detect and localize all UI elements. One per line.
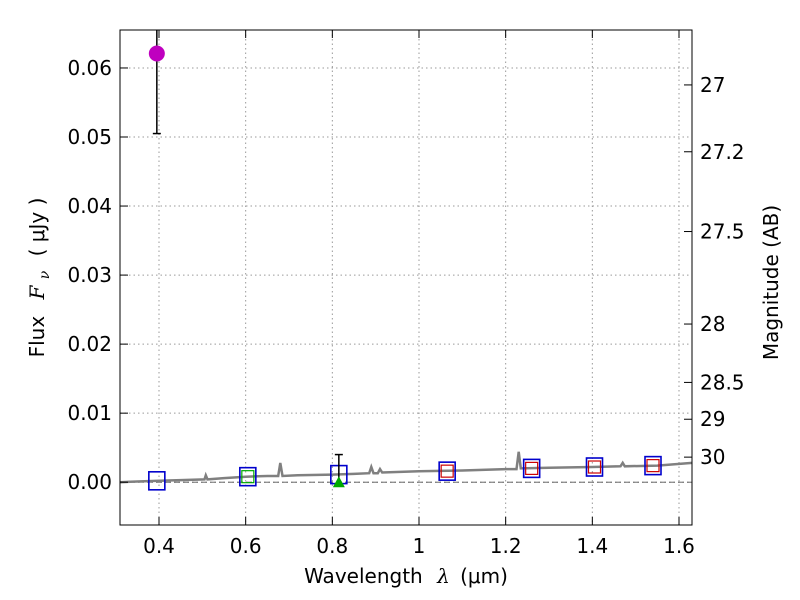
y-tick-label: 0.00 [67,470,112,494]
y-tick-label: 0.04 [67,194,112,218]
mag-tick-label: 28.5 [700,370,745,394]
x-tick-label: 1.6 [663,534,695,558]
model-photometry-square [522,458,541,479]
observed-band-square [241,470,255,484]
y-axis-label-subscript: ν [37,270,53,279]
upper-limit-triangle [332,476,345,488]
y-axis-label: Flux F ν ( μJy ) [25,198,54,358]
mag-tick-label: 30 [700,445,725,469]
y-axis-label-unit: ( μJy ) [25,198,49,257]
x-axis-label: Wavelength λ (μm) [304,564,508,588]
x-tick-label: 0.8 [316,534,348,558]
plot-frame [119,29,693,526]
mag-tick-label: 27.2 [700,140,745,164]
observed-band-square [646,459,660,473]
model-photometry-square [239,466,257,487]
y-tick-label: 0.02 [67,332,112,356]
observed-band-square [525,461,539,475]
observed-circle [148,45,165,62]
mag-tick-label: 27 [700,73,725,97]
model-spectrum-line [119,451,693,484]
x-axis-label-prefix: Wavelength [304,564,423,588]
mag-tick-label: 27.5 [700,220,745,244]
y-tick-label: 0.01 [67,401,112,425]
x-axis-label-unit: (μm) [460,564,508,588]
mag-tick-label: 29 [700,407,725,431]
y2-axis-label: Magnitude (AB) [759,205,783,360]
y-tick-label: 0.03 [67,263,112,287]
plot-area [119,30,693,491]
x-tick-label: 0.6 [230,534,262,558]
axis-ticks: 0.4 0.6 0.8 1 1.2 1.4 1.6 0.00 0.01 0.02 0.03 0.04 0… [67,30,745,558]
y-tick-label: 0.06 [67,56,112,80]
mag-tick-label: 28 [700,312,725,336]
x-axis-label-symbol: λ [436,564,450,588]
model-photometry-square [644,455,662,476]
observed-band-square [587,460,602,474]
y-tick-label: 0.05 [67,125,112,149]
x-tick-label: 1.2 [490,534,522,558]
observed-band-square [440,464,454,478]
grid-lines [120,30,692,525]
model-photometry-square [438,461,456,481]
y-axis-label-prefix: Flux [25,316,49,358]
x-tick-label: 1.4 [576,534,608,558]
x-tick-label: 1 [413,534,426,558]
y-axis-label-symbol: F [25,284,49,300]
model-photometry-square [148,471,166,491]
x-tick-label: 0.4 [143,534,175,558]
model-photometry-square [585,457,604,477]
